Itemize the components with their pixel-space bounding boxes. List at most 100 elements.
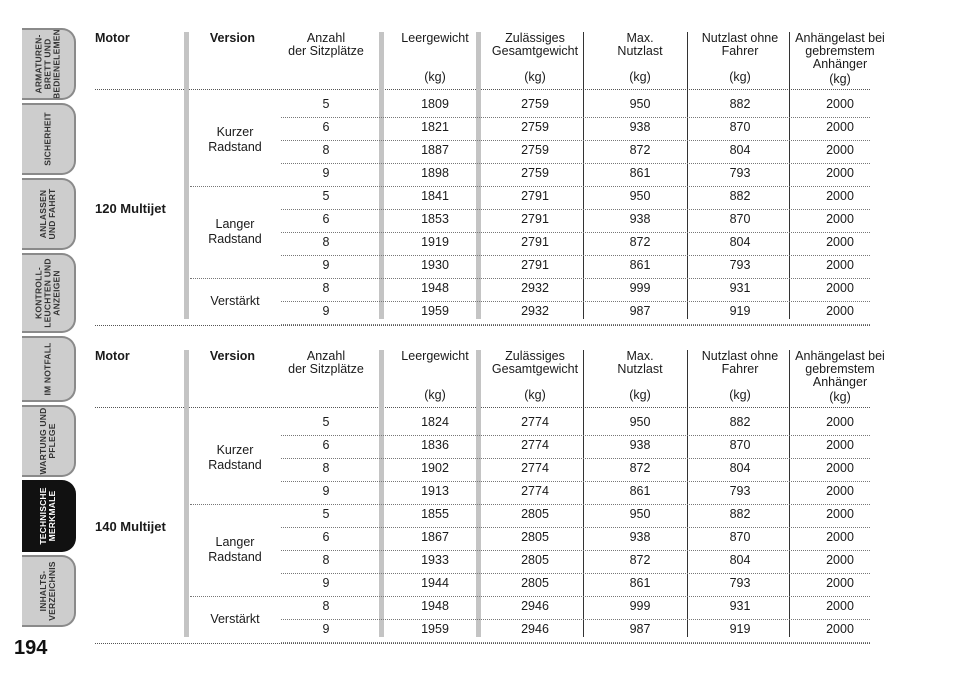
- cell-gross-weight: 2759: [521, 97, 549, 111]
- tab-kontrollleuchten[interactable]: KONTROLL- LEUCHTEN UND ANZEIGEN: [22, 253, 76, 333]
- cell-payload-no-driver: 793: [729, 166, 751, 180]
- cell-payload: 950: [629, 189, 651, 203]
- column-unit: (kg): [829, 72, 851, 86]
- cell-payload: 938: [629, 438, 651, 452]
- tab-label-kontrollleuchten: KONTROLL- LEUCHTEN UND ANZEIGEN: [33, 258, 62, 328]
- tab-label-technische-merkmale: TECHNISCHE MERKMALE: [38, 487, 57, 545]
- cell-payload: 872: [629, 461, 651, 475]
- cell-seats: 8: [322, 553, 330, 567]
- cell-empty-weight: 1824: [421, 415, 449, 429]
- tab-im-notfall[interactable]: IM NOTFALL: [22, 336, 76, 402]
- version-group-divider: [190, 186, 280, 187]
- cell-trailer-load: 2000: [826, 235, 854, 249]
- cell-payload: 938: [629, 212, 651, 226]
- cell-seats: 9: [322, 622, 330, 636]
- column-header-empty-weight: Leergewicht: [401, 31, 469, 45]
- motor-label: 140 Multijet: [95, 519, 166, 534]
- cell-seats: 6: [322, 120, 330, 134]
- motor-label: 120 Multijet: [95, 201, 166, 216]
- cell-gross-weight: 2932: [521, 304, 549, 318]
- cell-empty-weight: 1933: [421, 553, 449, 567]
- cell-payload-no-driver: 793: [729, 576, 751, 590]
- tab-label-sicherheit: SICHERHEIT: [42, 112, 53, 166]
- tab-label-im-notfall: IM NOTFALL: [42, 342, 53, 396]
- version-header: Version: [209, 31, 256, 45]
- cell-payload-no-driver: 882: [729, 97, 751, 111]
- column-unit: (kg): [424, 70, 446, 84]
- cell-payload: 872: [629, 235, 651, 249]
- cell-gross-weight: 2805: [521, 530, 549, 544]
- cell-trailer-load: 2000: [826, 599, 854, 613]
- table-row: 6 1836 2774 938 870 2000: [281, 435, 870, 459]
- version-label: Langer Radstand: [208, 535, 262, 564]
- cell-gross-weight: 2774: [521, 438, 549, 452]
- tab-sicherheit[interactable]: SICHERHEIT: [22, 103, 76, 175]
- cell-payload-no-driver: 870: [729, 212, 751, 226]
- cell-empty-weight: 1948: [421, 599, 449, 613]
- tab-wartung[interactable]: WARTUNG UND PFLEGE: [22, 405, 76, 477]
- cell-payload-no-driver: 882: [729, 415, 751, 429]
- cell-payload: 872: [629, 553, 651, 567]
- cell-trailer-load: 2000: [826, 415, 854, 429]
- column-unit: (kg): [524, 388, 546, 402]
- cell-seats: 6: [322, 212, 330, 226]
- cell-empty-weight: 1898: [421, 166, 449, 180]
- tab-label-armaturenbrett: ARMATUREN- BRETT UND BEDIENELEMENTE: [33, 28, 62, 99]
- cell-seats: 9: [322, 484, 330, 498]
- tab-inhaltsverzeichnis[interactable]: INHALTS- VERZEICHNIS: [22, 555, 76, 627]
- column-divider-line: [583, 350, 584, 637]
- cell-seats: 9: [322, 304, 330, 318]
- cell-payload: 950: [629, 97, 651, 111]
- table-bottom-line: [95, 325, 870, 326]
- column-unit: (kg): [424, 388, 446, 402]
- table-row: 8 1887 2759 872 804 2000: [281, 140, 870, 164]
- cell-gross-weight: 2791: [521, 235, 549, 249]
- cell-seats: 8: [322, 461, 330, 475]
- tab-technische-merkmale[interactable]: TECHNISCHE MERKMALE: [22, 480, 76, 552]
- cell-gross-weight: 2805: [521, 576, 549, 590]
- column-header-empty-weight: Leergewicht: [401, 349, 469, 363]
- cell-payload: 861: [629, 258, 651, 272]
- cell-trailer-load: 2000: [826, 120, 854, 134]
- version-label: Kurzer Radstand: [208, 443, 262, 472]
- table-row: 9 1944 2805 861 793 2000: [281, 573, 870, 597]
- cell-trailer-load: 2000: [826, 553, 854, 567]
- cell-gross-weight: 2791: [521, 212, 549, 226]
- table-row: 8 1933 2805 872 804 2000: [281, 550, 870, 574]
- cell-gross-weight: 2774: [521, 461, 549, 475]
- cell-trailer-load: 2000: [826, 281, 854, 295]
- cell-gross-weight: 2759: [521, 120, 549, 134]
- cell-seats: 5: [322, 507, 330, 521]
- table-row: 8 1902 2774 872 804 2000: [281, 458, 870, 482]
- cell-payload: 861: [629, 576, 651, 590]
- cell-payload: 950: [629, 415, 651, 429]
- cell-payload-no-driver: 882: [729, 189, 751, 203]
- cell-seats: 8: [322, 599, 330, 613]
- cell-payload-no-driver: 804: [729, 143, 751, 157]
- tab-anlassen[interactable]: ANLASSEN UND FAHRT: [22, 178, 76, 250]
- column-unit: (kg): [629, 388, 651, 402]
- tab-armaturenbrett[interactable]: ARMATUREN- BRETT UND BEDIENELEMENTE: [22, 28, 76, 100]
- motor-header: Motor: [95, 349, 130, 363]
- column-divider-bar: [184, 32, 189, 319]
- column-header-gross-weight: Zulässiges Gesamtgewicht: [491, 31, 579, 58]
- cell-payload-no-driver: 870: [729, 530, 751, 544]
- cell-seats: 8: [322, 281, 330, 295]
- table-header: Motor Version Anzahl der Sitzplätze Leergew…: [95, 31, 885, 88]
- column-unit: (kg): [729, 70, 751, 84]
- cell-empty-weight: 1930: [421, 258, 449, 272]
- chapter-tab-strip: ARMATUREN- BRETT UND BEDIENELEMENTE SICH…: [0, 0, 78, 677]
- cell-gross-weight: 2791: [521, 189, 549, 203]
- cell-empty-weight: 1821: [421, 120, 449, 134]
- column-divider-bar: [379, 350, 384, 637]
- table-row: 9 1959 2932 987 919 2000: [281, 301, 870, 325]
- column-header-seats: Anzahl der Sitzplätze: [288, 31, 364, 58]
- column-divider-bar: [476, 32, 481, 319]
- cell-gross-weight: 2774: [521, 415, 549, 429]
- tab-label-wartung: WARTUNG UND PFLEGE: [38, 407, 57, 475]
- cell-empty-weight: 1959: [421, 622, 449, 636]
- table-row: 9 1898 2759 861 793 2000: [281, 163, 870, 187]
- tab-label-inhaltsverzeichnis: INHALTS- VERZEICHNIS: [38, 561, 57, 621]
- cell-seats: 5: [322, 97, 330, 111]
- cell-trailer-load: 2000: [826, 143, 854, 157]
